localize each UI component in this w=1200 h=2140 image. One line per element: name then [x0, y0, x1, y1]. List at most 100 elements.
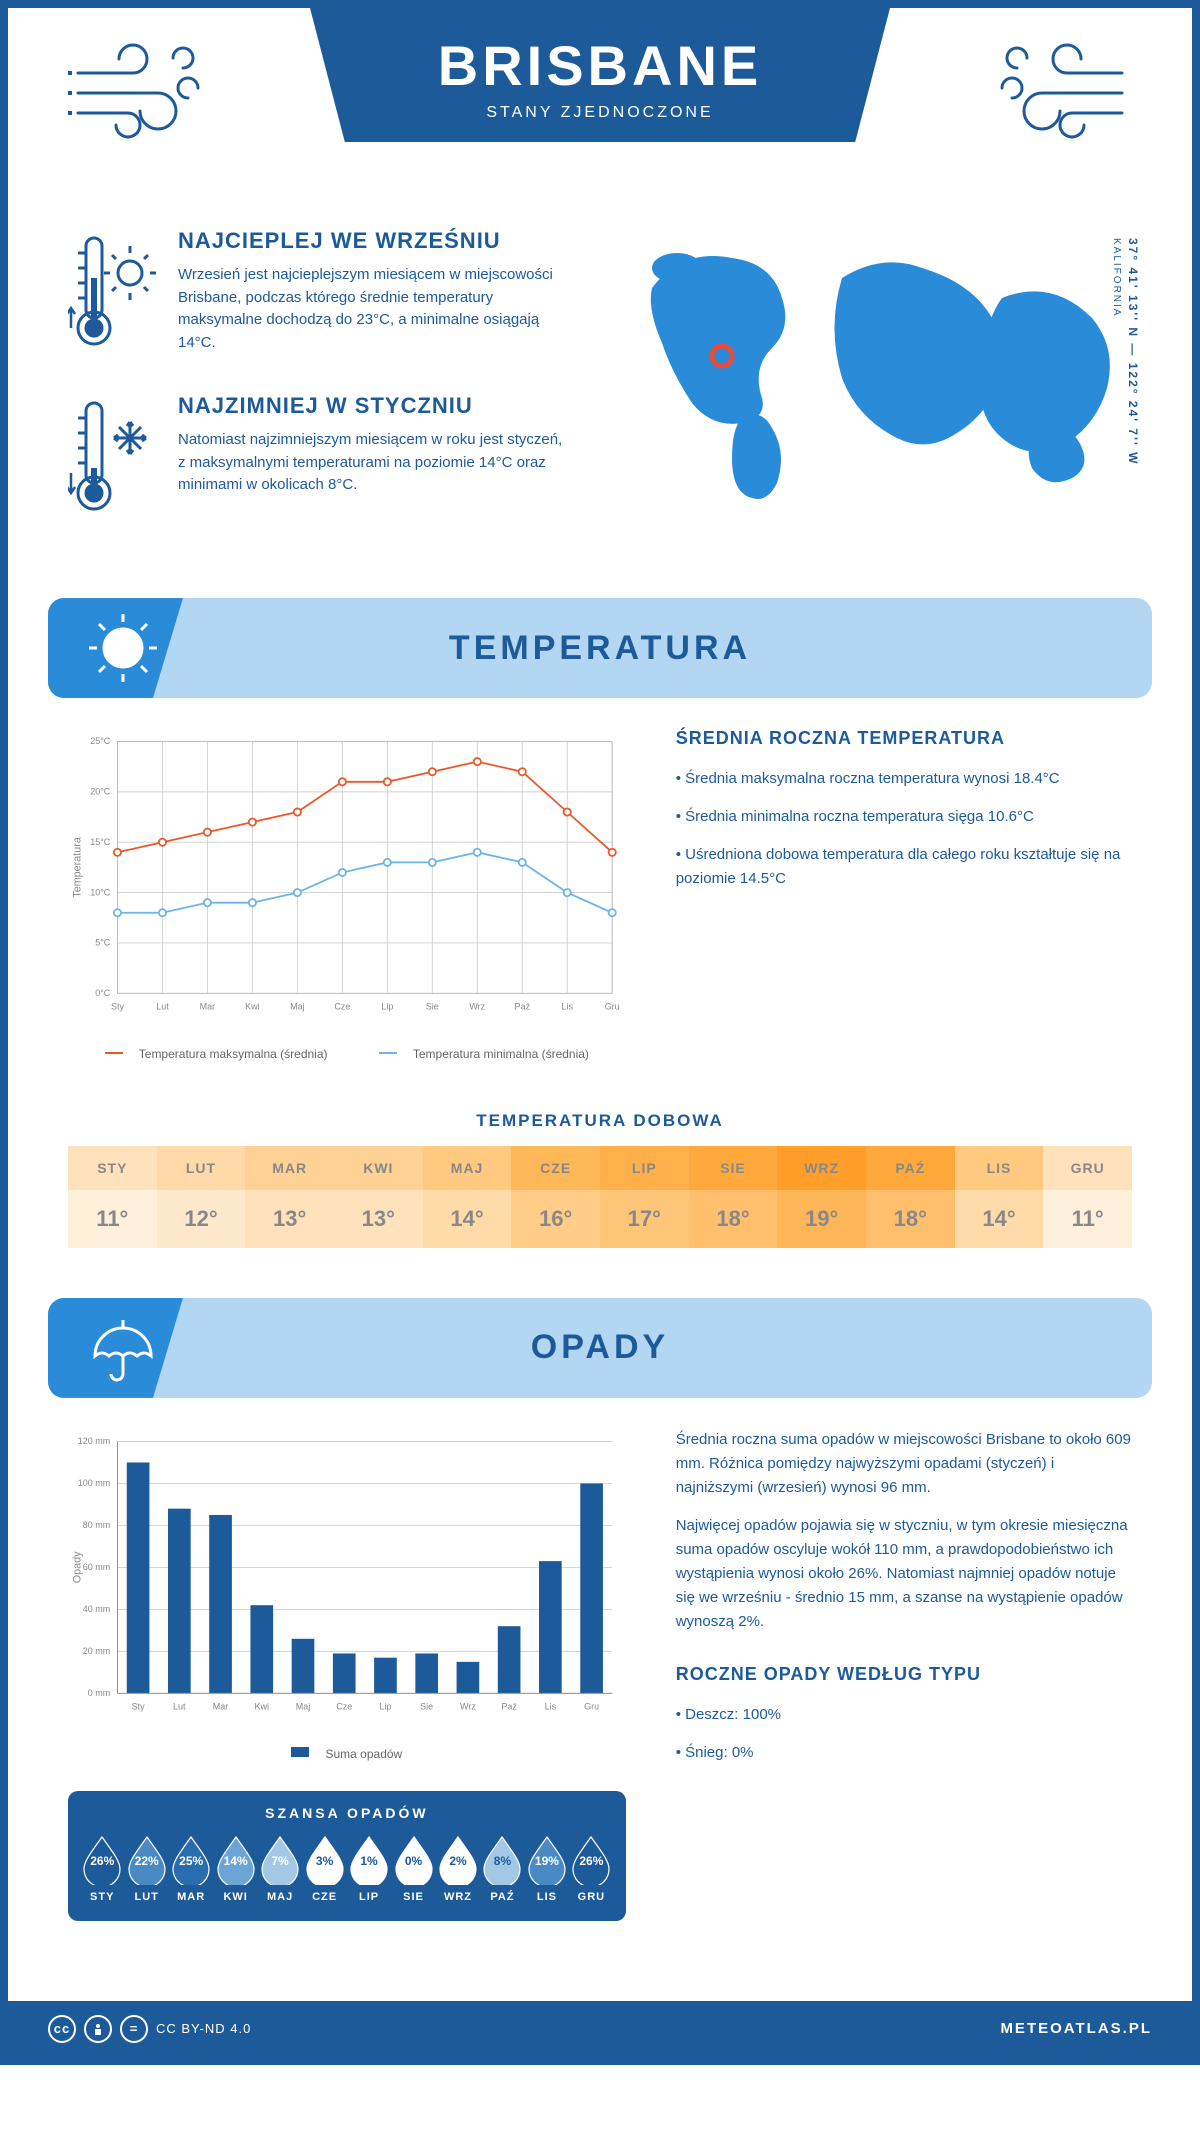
svg-text:Lut: Lut — [156, 1002, 169, 1012]
svg-text:80 mm: 80 mm — [83, 1520, 110, 1530]
svg-text:0°C: 0°C — [95, 988, 111, 998]
temp-table-header: MAJ — [423, 1146, 512, 1190]
svg-text:Paź: Paź — [515, 1002, 531, 1012]
chance-drop: 19% LIS — [525, 1833, 569, 1903]
brand-label: METEOATLAS.PL — [1000, 2020, 1152, 2037]
chance-drop: 7% MAJ — [258, 1833, 302, 1903]
temp-table-header: WRZ — [777, 1146, 866, 1190]
warmest-title: NAJCIEPLEJ WE WRZEŚNIU — [178, 228, 572, 254]
svg-text:15°C: 15°C — [90, 837, 111, 847]
header-banner: BRISBANE STANY ZJEDNOCZONE — [310, 8, 890, 142]
precipitation-side-text: Średnia roczna suma opadów w miejscowośc… — [676, 1428, 1132, 1921]
svg-text:0 mm: 0 mm — [88, 1688, 110, 1698]
warmest-block: NAJCIEPLEJ WE WRZEŚNIU Wrzesień jest naj… — [68, 228, 572, 363]
svg-text:Temperatura: Temperatura — [72, 837, 84, 898]
coldest-block: NAJZIMNIEJ W STYCZNIU Natomiast najzimni… — [68, 393, 572, 528]
chance-drop: 0% SIE — [391, 1833, 435, 1903]
wind-swirl-icon — [972, 38, 1132, 153]
thermometer-sun-icon — [68, 228, 158, 363]
svg-text:Cze: Cze — [336, 1701, 352, 1711]
svg-text:Gru: Gru — [605, 1002, 620, 1012]
legend-max-label: Temperatura maksymalna (średnia) — [139, 1047, 328, 1061]
temp-table-cell: 14° — [955, 1190, 1044, 1248]
precipitation-bar-chart: 0 mm20 mm40 mm60 mm80 mm100 mm120 mmStyL… — [68, 1428, 626, 1921]
chance-drop: 26% STY — [80, 1833, 124, 1903]
temp-table-header: STY — [68, 1146, 157, 1190]
svg-text:Lip: Lip — [379, 1701, 391, 1711]
svg-text:60 mm: 60 mm — [83, 1562, 110, 1572]
svg-text:Gru: Gru — [584, 1701, 599, 1711]
coordinates-label: 37° 41' 13'' N — 122° 24' 7'' W — [1126, 238, 1140, 465]
svg-text:20 mm: 20 mm — [83, 1646, 110, 1656]
page: BRISBANE STANY ZJEDNOCZONE — [0, 0, 1200, 2065]
temp-bullet: • Średnia maksymalna roczna temperatura … — [676, 767, 1132, 791]
world-map-icon — [612, 228, 1132, 508]
world-map-container: 37° 41' 13'' N — 122° 24' 7'' W KALIFORN… — [612, 228, 1132, 558]
svg-text:25°C: 25°C — [90, 736, 111, 746]
svg-text:Kwi: Kwi — [255, 1701, 269, 1711]
svg-text:Sie: Sie — [426, 1002, 439, 1012]
by-type-item: • Śnieg: 0% — [676, 1741, 1132, 1765]
temperature-chart-row: 0°C 5°C 10°C 15°C 20°C 25°C Sty Lut Mar Kwi Maj Cze… — [8, 698, 1192, 1091]
temp-table-cell: 13° — [334, 1190, 423, 1248]
header: BRISBANE STANY ZJEDNOCZONE — [8, 8, 1192, 208]
svg-text:Mar: Mar — [213, 1701, 228, 1711]
temp-table-cell: 19° — [777, 1190, 866, 1248]
precipitation-chart-row: 0 mm20 mm40 mm60 mm80 mm100 mm120 mmStyL… — [8, 1398, 1192, 1951]
svg-text:20°C: 20°C — [90, 787, 111, 797]
svg-text:120 mm: 120 mm — [78, 1436, 110, 1446]
country-label: STANY ZJEDNOCZONE — [310, 104, 890, 122]
svg-text:Opady: Opady — [72, 1551, 84, 1583]
legend-min-label: Temperatura minimalna (średnia) — [413, 1047, 589, 1061]
temp-table-cell: 16° — [511, 1190, 600, 1248]
svg-text:Kwi: Kwi — [245, 1002, 259, 1012]
coldest-text: Natomiast najzimniejszym miesiącem w rok… — [178, 429, 572, 497]
temp-table-header: GRU — [1043, 1146, 1132, 1190]
warmest-text: Wrzesień jest najcieplejszym miesiącem w… — [178, 264, 572, 354]
chance-title: SZANSA OPADÓW — [68, 1805, 626, 1821]
svg-text:Wrz: Wrz — [469, 1002, 485, 1012]
temperature-side-text: ŚREDNIA ROCZNA TEMPERATURA • Średnia mak… — [676, 728, 1132, 1061]
svg-text:Wrz: Wrz — [460, 1701, 476, 1711]
svg-text:Mar: Mar — [200, 1002, 215, 1012]
chance-drop: 22% LUT — [124, 1833, 168, 1903]
svg-text:10°C: 10°C — [90, 887, 111, 897]
temp-table-header: PAŹ — [866, 1146, 955, 1190]
svg-text:Maj: Maj — [290, 1002, 304, 1012]
city-title: BRISBANE — [310, 33, 890, 98]
sun-icon — [48, 598, 198, 698]
by-icon — [84, 2015, 112, 2043]
cc-icon: cc — [48, 2015, 76, 2043]
svg-text:Lip: Lip — [381, 1002, 393, 1012]
svg-text:Cze: Cze — [334, 1002, 350, 1012]
chance-drop: 3% CZE — [302, 1833, 346, 1903]
by-type-item: • Deszcz: 100% — [676, 1703, 1132, 1727]
temperature-legend: Temperatura maksymalna (średnia) Tempera… — [68, 1047, 626, 1061]
temp-table-cell: 14° — [423, 1190, 512, 1248]
nd-icon: = — [120, 2015, 148, 2043]
precipitation-section-header: OPADY — [48, 1298, 1152, 1398]
umbrella-icon — [48, 1298, 198, 1398]
chance-drop: 25% MAR — [169, 1833, 213, 1903]
footer: cc = CC BY-ND 4.0 METEOATLAS.PL — [8, 2001, 1192, 2057]
temp-table-cell: 11° — [1043, 1190, 1132, 1248]
chance-box: SZANSA OPADÓW 26% STY 22% LUT 25% MAR 14… — [68, 1791, 626, 1921]
svg-text:Paź: Paź — [501, 1701, 517, 1711]
precip-paragraph: Średnia roczna suma opadów w miejscowośc… — [676, 1428, 1132, 1500]
svg-text:5°C: 5°C — [95, 938, 111, 948]
chance-drop: 1% LIP — [347, 1833, 391, 1903]
temp-table-header: MAR — [245, 1146, 334, 1190]
svg-text:Sie: Sie — [420, 1701, 433, 1711]
precipitation-title: OPADY — [198, 1328, 1152, 1367]
svg-text:100 mm: 100 mm — [78, 1478, 110, 1488]
legend-bar-label: Suma opadów — [325, 1747, 402, 1761]
intro-text-column: NAJCIEPLEJ WE WRZEŚNIU Wrzesień jest naj… — [68, 228, 572, 558]
svg-text:Sty: Sty — [111, 1002, 124, 1012]
thermometer-snow-icon — [68, 393, 158, 528]
chance-drop: 8% PAŹ — [480, 1833, 524, 1903]
temperature-title: TEMPERATURA — [198, 629, 1152, 668]
temp-bullet: • Uśredniona dobowa temperatura dla całe… — [676, 843, 1132, 891]
svg-text:40 mm: 40 mm — [83, 1604, 110, 1614]
precip-paragraph: Najwięcej opadów pojawia się w styczniu,… — [676, 1514, 1132, 1634]
by-type-title: ROCZNE OPADY WEDŁUG TYPU — [676, 1664, 1132, 1685]
